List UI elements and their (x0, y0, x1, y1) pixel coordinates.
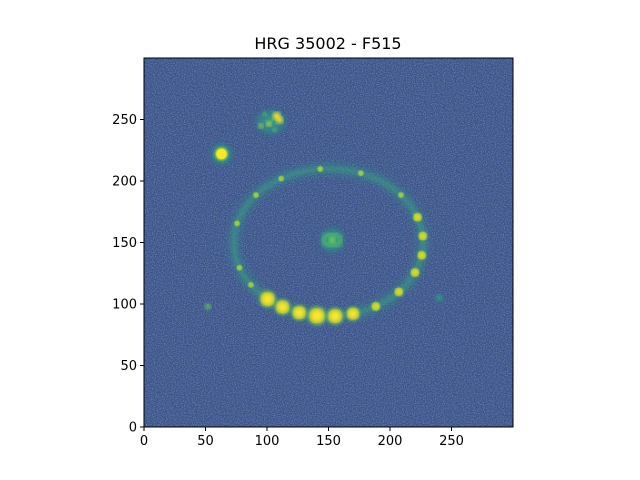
chart-title: HRG 35002 - F515 (254, 34, 401, 53)
y-tick-label: 50 (120, 359, 137, 374)
y-tick-label: 200 (112, 175, 137, 190)
central-nucleus (314, 222, 350, 258)
y-tick-label: 150 (112, 236, 137, 251)
y-tick-label: 250 (112, 113, 137, 128)
faint-knot (205, 303, 211, 309)
y-tick-label: 100 (112, 298, 137, 313)
plot-area (144, 58, 513, 427)
y-axis: 0 50 100 150 200 250 (112, 113, 144, 436)
x-tick-label: 0 (140, 434, 148, 449)
x-tick-label: 200 (378, 434, 403, 449)
x-tick-label: 50 (197, 434, 214, 449)
companion-clump (249, 104, 293, 140)
x-axis: 0 50 100 150 200 250 (140, 427, 464, 449)
x-tick-label: 250 (439, 434, 464, 449)
faint-blob (432, 291, 446, 305)
x-tick-label: 150 (316, 434, 341, 449)
y-tick-label: 0 (129, 421, 137, 436)
bright-knot (205, 138, 237, 170)
x-tick-label: 100 (255, 434, 280, 449)
